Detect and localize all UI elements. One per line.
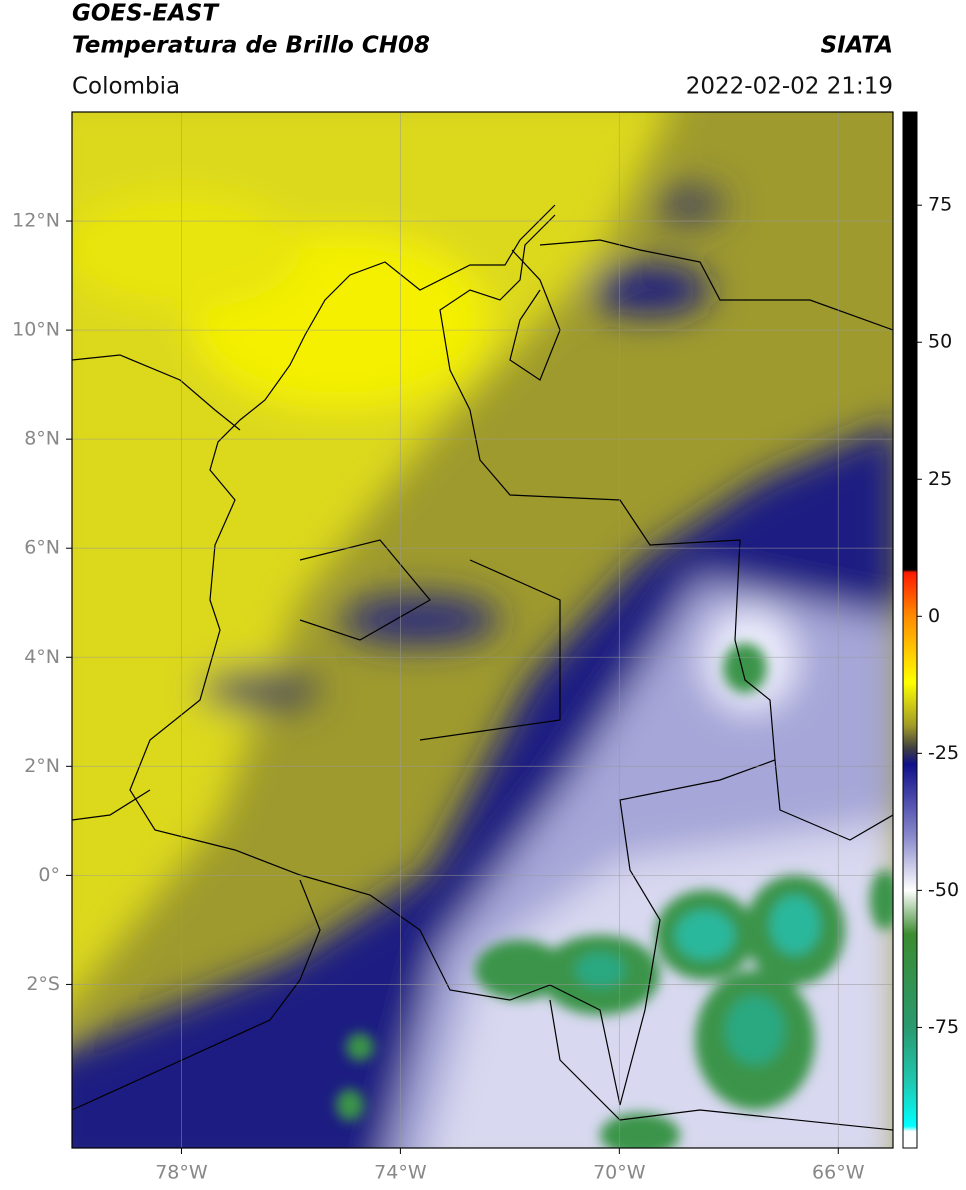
subtitle: Temperatura de Brillo CH08 xyxy=(72,33,430,59)
datetime: 2022-02-02 21:19 xyxy=(686,74,893,100)
x-tick-label: 74°W xyxy=(374,1162,427,1184)
y-tick-label: 4°N xyxy=(24,646,60,668)
region: Colombia xyxy=(72,74,180,100)
source: SIATA xyxy=(821,33,893,59)
y-tick-label: 2°N xyxy=(24,755,60,777)
y-tick-label: 8°N xyxy=(24,428,60,450)
colorbar-tick-label: 0 xyxy=(928,605,940,627)
x-tick-label: 78°W xyxy=(155,1162,208,1184)
colorbar-tick-label: -50 xyxy=(928,879,959,901)
satellite-image xyxy=(72,112,893,1148)
colorbar-tick-label: 25 xyxy=(928,468,952,490)
borders xyxy=(72,204,893,1131)
colorbar-tick-label: -75 xyxy=(928,1016,959,1038)
y-tick-label: 10°N xyxy=(12,319,60,341)
y-tick-label: 12°N xyxy=(12,210,60,232)
y-tick-label: 0° xyxy=(38,864,60,886)
x-tick-label: 66°W xyxy=(812,1162,865,1184)
colorbar-tick-label: 75 xyxy=(928,194,952,216)
y-tick-label: 2°S xyxy=(26,973,60,995)
colorbar-tick-label: -25 xyxy=(928,742,959,764)
colorbar-tick-label: 50 xyxy=(928,331,952,353)
y-tick-label: 6°N xyxy=(24,537,60,559)
colorbar xyxy=(902,111,918,1149)
title: GOES-EAST xyxy=(72,1,220,27)
map-frame xyxy=(71,111,894,1149)
x-tick-label: 70°W xyxy=(593,1162,646,1184)
